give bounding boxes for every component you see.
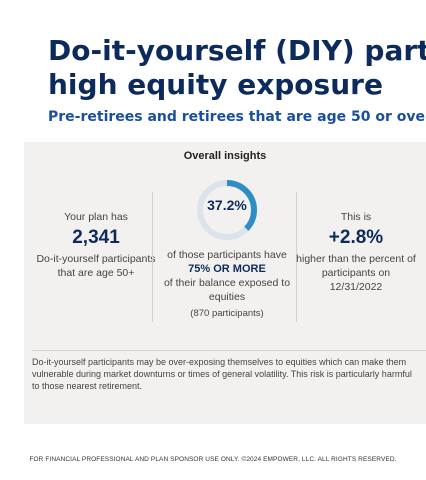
title-line-1: Do-it-yourself (DIY) partici xyxy=(48,34,426,67)
plan-count-value: 2,341 xyxy=(72,227,120,248)
column-divider xyxy=(296,192,297,322)
exposure-line-1: of those participants have xyxy=(167,249,287,261)
change-value: +2.8% xyxy=(328,227,384,248)
panel-rule xyxy=(32,350,426,351)
legal-footer: FOR FINANCIAL PROFESSIONAL AND PLAN SPON… xyxy=(29,456,397,463)
change-column: This is +2.8% higher than the percent of… xyxy=(296,210,416,294)
risk-disclaimer: Do-it-yourself participants may be over-… xyxy=(32,357,412,391)
exposure-emphasis: 75% OR MORE xyxy=(188,263,266,275)
donut-percent-label: 37.2% xyxy=(207,197,247,213)
donut-ring xyxy=(197,180,257,240)
participants-count: (870 participants) xyxy=(190,308,264,319)
change-intro: This is xyxy=(340,211,372,223)
percent-donut: 37.2% xyxy=(195,178,259,242)
panel-heading: Overall insights xyxy=(183,150,267,162)
exposure-line-2: of their balance exposed to equities xyxy=(163,277,291,303)
page-subtitle: Pre-retirees and retirees that are age 5… xyxy=(48,109,426,125)
column-divider xyxy=(152,192,153,322)
change-description: higher than the percent of participants … xyxy=(296,253,416,293)
equity-exposure-column: 37.2% of those participants have 75% OR … xyxy=(158,178,296,321)
plan-count-column: Your plan has 2,341 Do-it-yourself parti… xyxy=(32,210,160,280)
page-title: Do-it-yourself (DIY) partici high equity… xyxy=(48,34,426,102)
donut-arc xyxy=(197,180,257,240)
overall-insights-panel: Overall insights Your plan has 2,341 Do-… xyxy=(24,142,426,424)
plan-count-intro: Your plan has xyxy=(64,211,128,223)
title-line-2: high equity exposure xyxy=(48,68,383,101)
plan-count-description: Do-it-yourself participants that are age… xyxy=(36,253,156,279)
